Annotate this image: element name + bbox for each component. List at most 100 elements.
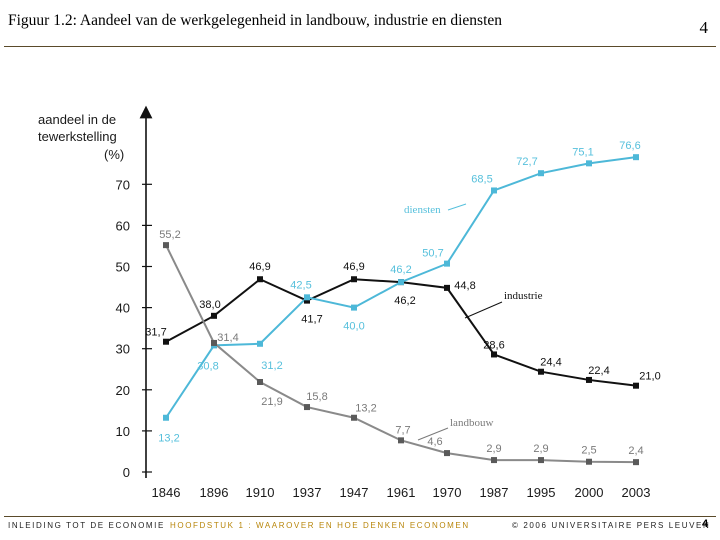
- data-label-industrie: 28,6: [483, 339, 504, 351]
- data-point-landbouw: [351, 414, 357, 421]
- data-label-landbouw: 2,4: [628, 445, 643, 457]
- data-point-diensten: [633, 154, 639, 161]
- data-label-industrie: 38,0: [199, 299, 220, 311]
- y-tick-label: 70: [116, 177, 130, 192]
- data-point-industrie: [586, 376, 592, 383]
- data-label-industrie: 46,9: [343, 261, 364, 273]
- data-label-industrie: 46,2: [394, 295, 415, 307]
- series-line-diensten: [165, 156, 637, 419]
- data-point-landbouw: [538, 457, 544, 464]
- series-name-industrie: industrie: [504, 290, 543, 302]
- data-point-industrie: [538, 368, 544, 375]
- data-label-landbouw: 55,2: [159, 229, 180, 241]
- x-tick-label: 1937: [293, 485, 322, 500]
- series-name-landbouw: landbouw: [450, 417, 493, 429]
- data-label-diensten: 50,7: [422, 248, 443, 260]
- x-tick-label: 1947: [340, 485, 369, 500]
- data-point-landbouw: [444, 450, 450, 457]
- series-name-diensten: diensten: [404, 204, 441, 216]
- data-point-industrie: [351, 276, 357, 283]
- y-tick-label: 50: [116, 260, 130, 275]
- footer-divider: [4, 516, 716, 517]
- series-leader-landbouw: [417, 427, 449, 441]
- x-tick-label: 1910: [246, 485, 275, 500]
- data-point-diensten: [163, 414, 169, 421]
- series-leader-diensten: [447, 203, 467, 211]
- data-label-diensten: 75,1: [572, 146, 593, 158]
- data-label-landbouw: 15,8: [306, 391, 327, 403]
- data-point-diensten: [257, 340, 263, 347]
- x-tick-label: 1987: [480, 485, 509, 500]
- data-label-landbouw: 2,9: [533, 443, 548, 455]
- y-axis-label-line-3: (%): [104, 147, 124, 162]
- data-label-diensten: 76,6: [619, 140, 640, 152]
- y-axis-label-line-2: tewerkstelling: [38, 129, 117, 144]
- x-tick-label: 1896: [200, 485, 229, 500]
- data-point-diensten: [538, 170, 544, 177]
- x-tick-label: 2000: [575, 485, 604, 500]
- data-point-industrie: [163, 338, 169, 345]
- y-tick-label: 0: [123, 465, 130, 480]
- slide-title: Figuur 1.2: Aandeel van de werkgelegenhe…: [8, 12, 503, 29]
- footer-course: INLEIDING TOT DE ECONOMIE: [8, 521, 165, 530]
- title-divider: [4, 46, 716, 47]
- data-point-landbouw: [491, 457, 497, 464]
- data-label-diensten: 30,8: [197, 360, 218, 372]
- data-point-diensten: [351, 304, 357, 311]
- data-point-landbouw: [211, 339, 217, 346]
- data-point-industrie: [444, 284, 450, 291]
- data-label-diensten: 46,2: [390, 264, 411, 276]
- data-point-diensten: [491, 187, 497, 194]
- data-label-diensten: 13,2: [158, 433, 179, 445]
- data-label-diensten: 31,2: [261, 360, 282, 372]
- data-point-landbouw: [304, 404, 310, 411]
- series-leader-industrie: [464, 301, 503, 319]
- data-point-diensten: [444, 260, 450, 267]
- data-point-diensten: [304, 294, 310, 301]
- y-tick-label: 40: [116, 301, 130, 316]
- data-label-landbouw: 2,9: [486, 443, 501, 455]
- footer-chapter: HOOFDSTUK 1 : WAAROVER EN HOE DENKEN ECO…: [170, 521, 470, 530]
- data-label-landbouw: 4,6: [427, 436, 442, 448]
- data-label-industrie: 31,7: [145, 327, 166, 339]
- data-point-industrie: [633, 382, 639, 389]
- data-label-diensten: 40,0: [343, 321, 364, 333]
- data-label-diensten: 72,7: [516, 156, 537, 168]
- data-point-industrie: [211, 312, 217, 319]
- data-point-industrie: [304, 297, 310, 304]
- data-label-landbouw: 13,2: [355, 403, 376, 415]
- data-label-industrie: 44,8: [454, 280, 475, 292]
- employment-share-chart: aandeel in de tewerkstelling (%) 0 10 20 30…: [38, 105, 661, 500]
- data-point-landbouw: [163, 242, 169, 249]
- data-point-landbouw: [633, 459, 639, 466]
- x-tick-label: 2003: [622, 485, 651, 500]
- data-label-industrie: 24,4: [540, 357, 561, 369]
- x-tick-label: 1995: [527, 485, 556, 500]
- data-label-landbouw: 21,9: [261, 396, 282, 408]
- data-label-industrie: 22,4: [588, 365, 609, 377]
- x-tick-label: 1961: [387, 485, 416, 500]
- y-tick-label: 30: [116, 342, 130, 357]
- data-label-industrie: 41,7: [301, 314, 322, 326]
- x-tick-label: 1970: [433, 485, 462, 500]
- footer-copyright: © 2006 UNIVERSITAIRE PERS LEUVEN: [512, 521, 711, 530]
- data-label-industrie: 21,0: [639, 371, 660, 383]
- data-point-diensten: [398, 279, 404, 286]
- y-tick-label: 60: [116, 218, 130, 233]
- data-label-industrie: 46,9: [249, 261, 270, 273]
- y-tick-label: 20: [116, 383, 130, 398]
- x-tick-label: 1846: [152, 485, 181, 500]
- data-label-landbouw: 7,7: [395, 424, 410, 436]
- data-point-landbouw: [586, 458, 592, 465]
- data-label-diensten: 68,5: [471, 173, 492, 185]
- page-number: 4: [699, 18, 709, 37]
- y-tick-label: 10: [116, 424, 130, 439]
- y-axis-label-line-1: aandeel in de: [38, 112, 116, 127]
- data-label-landbouw: 2,5: [581, 445, 596, 457]
- data-label-diensten: 42,5: [290, 279, 311, 291]
- data-point-landbouw: [257, 378, 263, 385]
- publisher-logo-icon: 4: [702, 518, 709, 530]
- data-point-diensten: [586, 160, 592, 167]
- data-point-industrie: [491, 351, 497, 358]
- data-point-industrie: [257, 276, 263, 283]
